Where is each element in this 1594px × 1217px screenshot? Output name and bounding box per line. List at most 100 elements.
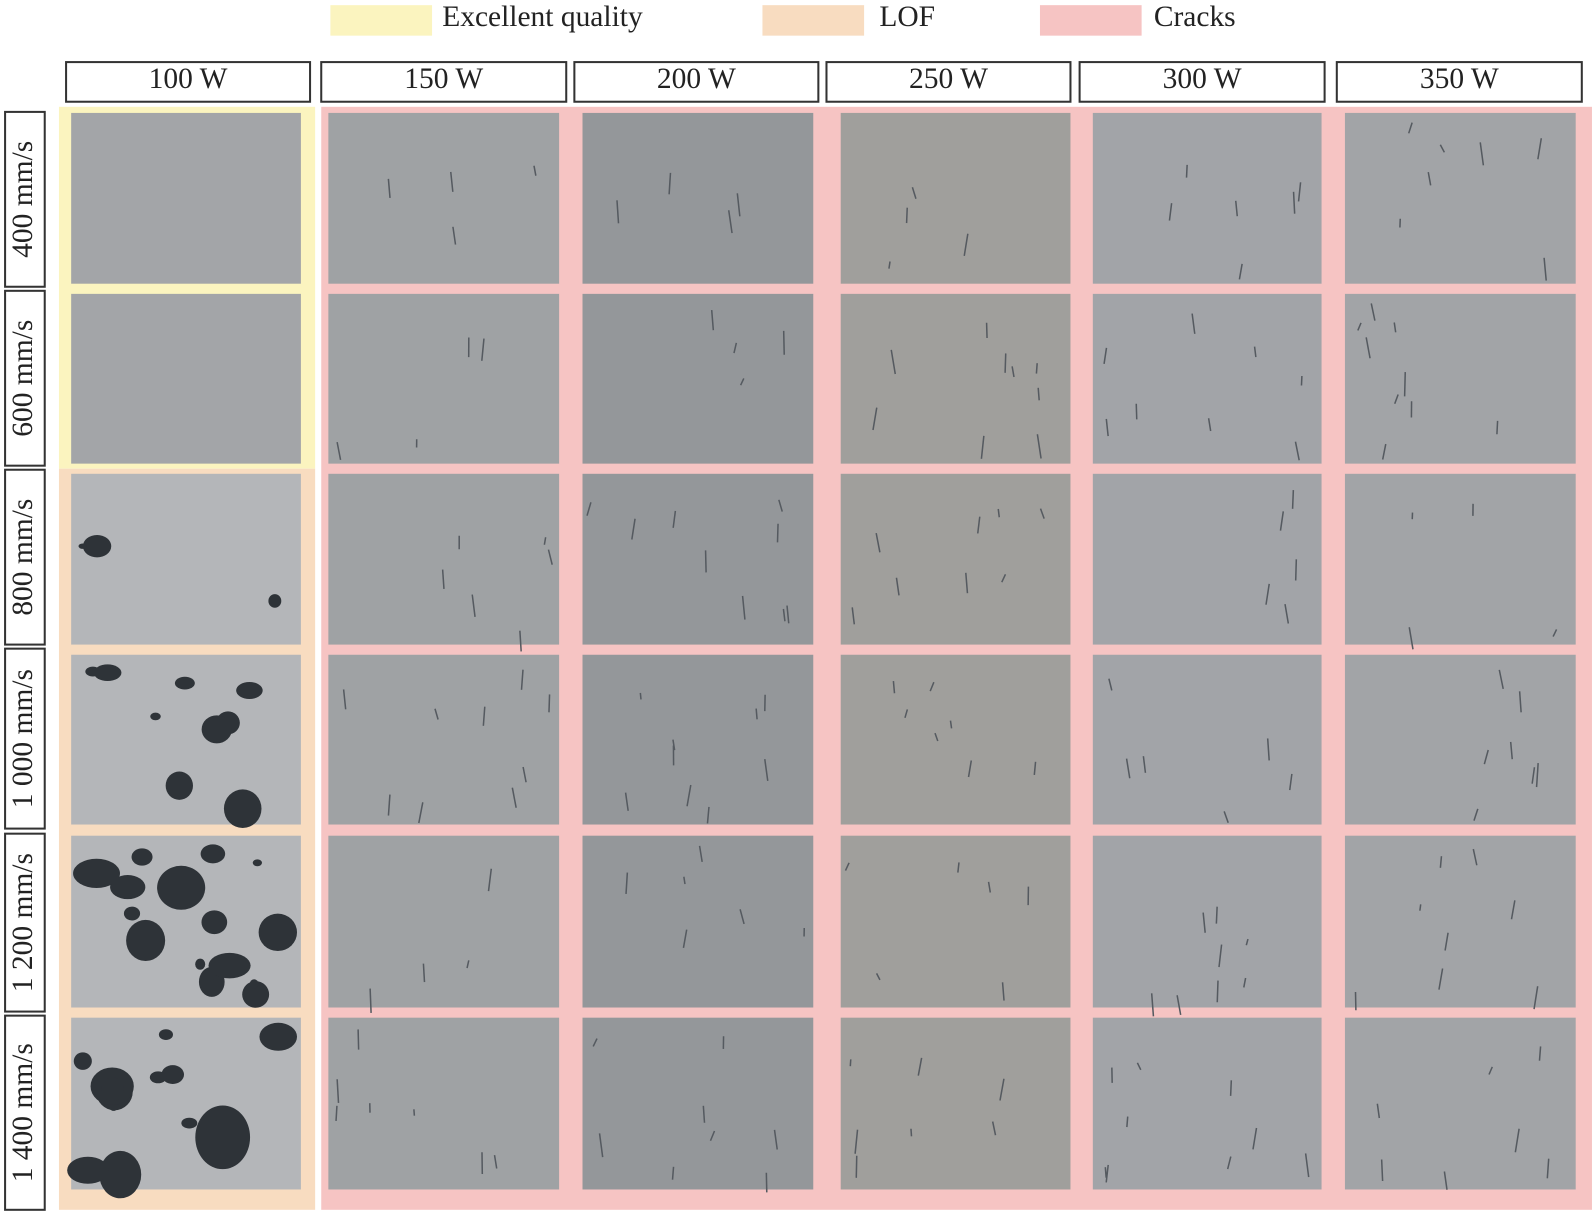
crack [778, 499, 783, 512]
crack [625, 872, 629, 894]
legend-swatch [1039, 5, 1142, 36]
crack [1126, 1116, 1129, 1128]
crack [1223, 811, 1229, 824]
crack [1226, 1156, 1232, 1170]
crack [1439, 144, 1446, 153]
micrograph [328, 835, 560, 1008]
micrograph [1092, 112, 1322, 284]
crack [934, 732, 939, 742]
crack [1142, 756, 1147, 773]
pore [258, 913, 298, 952]
crack [1104, 1167, 1107, 1178]
crack [631, 518, 636, 540]
crack [598, 1133, 604, 1158]
micrograph [840, 112, 1071, 284]
column-header-box [65, 61, 312, 103]
crack [1533, 986, 1539, 1010]
column-header-box [320, 61, 568, 103]
crack [786, 605, 790, 624]
crack [890, 349, 897, 375]
crack [1537, 138, 1543, 160]
row-header-box [4, 647, 46, 830]
micrograph [1092, 654, 1322, 825]
crack [1438, 968, 1444, 990]
pore [259, 1022, 298, 1051]
crack [1294, 559, 1298, 581]
crack [875, 532, 881, 553]
crack [741, 595, 746, 620]
crack [997, 508, 1001, 518]
crack [1546, 1158, 1550, 1179]
crack [888, 261, 891, 269]
crack [387, 794, 391, 816]
micrograph [582, 112, 814, 284]
crack [1252, 1127, 1258, 1150]
crack [963, 233, 969, 257]
crack [1036, 434, 1042, 459]
crack [533, 165, 537, 176]
crack [519, 630, 522, 652]
micrograph [582, 1017, 814, 1190]
row-header: 1 400 mm/s [7, 1043, 39, 1182]
pore [252, 859, 263, 867]
crack [493, 1154, 498, 1169]
crack [434, 708, 439, 720]
pore [110, 875, 146, 900]
crack [672, 739, 676, 751]
micrograph [1344, 112, 1576, 284]
crack [1215, 906, 1218, 924]
column-header: 200 W [657, 63, 736, 95]
crack [1279, 511, 1285, 531]
crack [844, 862, 850, 871]
crack [543, 537, 547, 545]
micrograph [1092, 835, 1322, 1008]
crack [471, 594, 476, 617]
crack [1216, 980, 1219, 1003]
crack [1135, 403, 1138, 420]
micrograph [1344, 473, 1576, 645]
crack [1479, 142, 1485, 166]
pore [165, 771, 193, 800]
crack [949, 720, 953, 729]
crack [1509, 741, 1514, 760]
crack [1439, 856, 1443, 868]
crack [682, 929, 688, 948]
pore [242, 981, 270, 1008]
crack [1266, 738, 1270, 761]
crack [1510, 900, 1516, 920]
crack [875, 973, 881, 981]
crack [1531, 767, 1536, 784]
crack [965, 572, 969, 594]
row-header-box [4, 289, 46, 467]
crack [342, 689, 347, 710]
crack [980, 435, 985, 459]
column-header: 300 W [1163, 63, 1242, 95]
pore [201, 715, 232, 744]
crack [639, 692, 642, 700]
crack [892, 680, 896, 694]
crack [1245, 938, 1249, 946]
column-header: 150 W [404, 63, 483, 95]
crack [592, 1038, 598, 1047]
crack [1444, 932, 1449, 951]
crack [1403, 372, 1407, 397]
crack [733, 342, 738, 354]
micrograph [1344, 835, 1576, 1008]
crack [1191, 313, 1196, 334]
crack [957, 862, 960, 873]
crack [1108, 678, 1113, 691]
crack [1473, 808, 1479, 821]
pore [161, 1065, 184, 1084]
micrograph [328, 654, 560, 825]
pore [67, 1156, 109, 1184]
crack [1288, 773, 1293, 791]
crack [1185, 164, 1188, 178]
column-header-box [1335, 61, 1583, 103]
column-header-box [1078, 61, 1326, 103]
crack [1039, 508, 1045, 519]
legend-label: Excellent quality [442, 1, 643, 33]
crack [511, 787, 517, 808]
row-header: 800 mm/s [7, 499, 39, 616]
column-header: 350 W [1420, 63, 1499, 95]
column-header: 250 W [909, 63, 988, 95]
